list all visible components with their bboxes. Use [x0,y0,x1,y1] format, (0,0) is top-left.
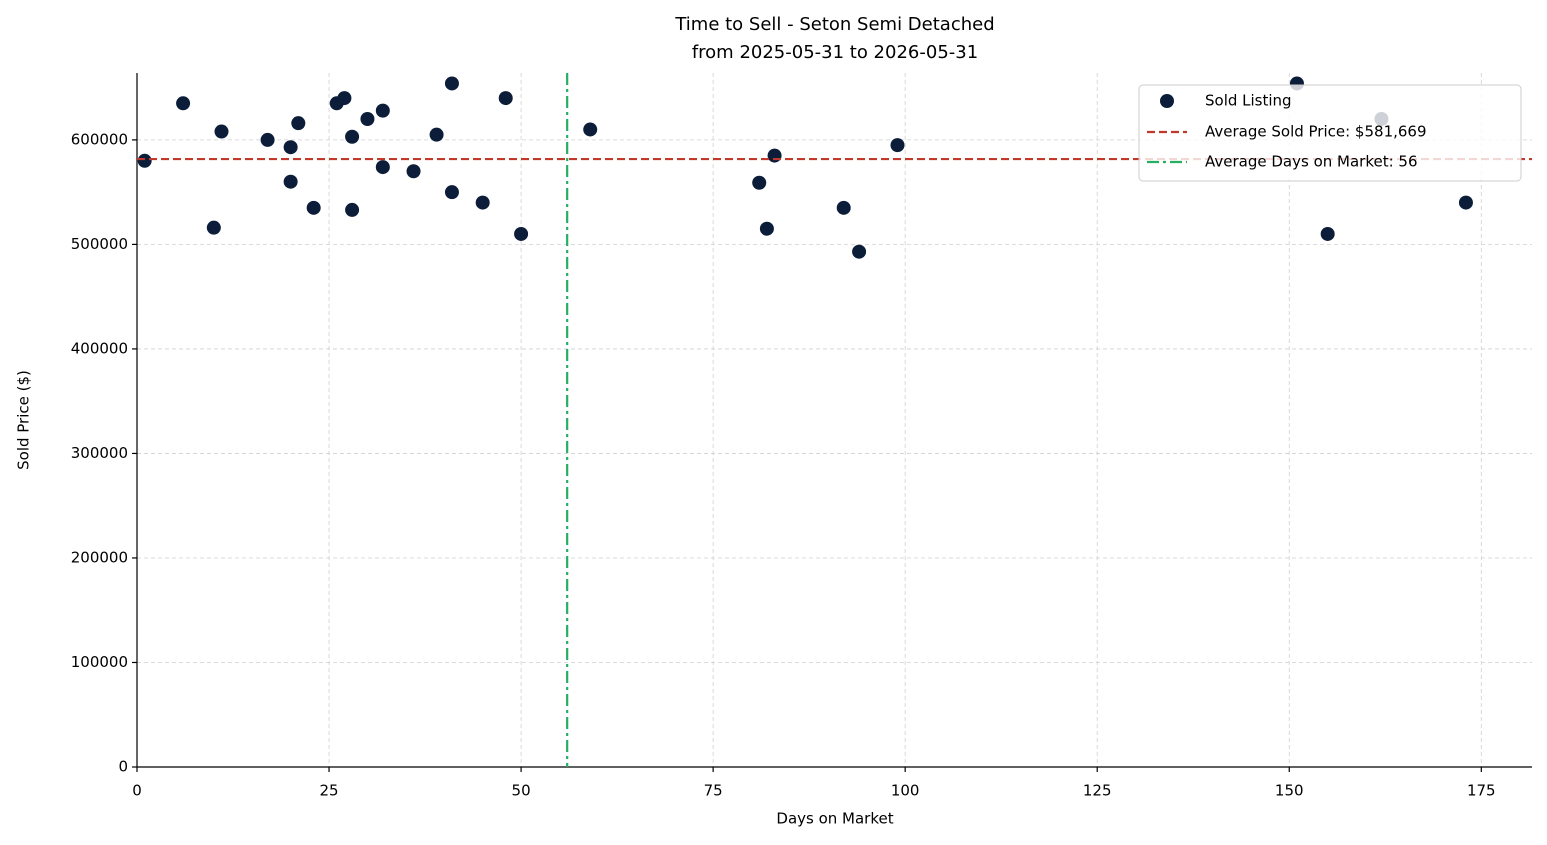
point [176,96,191,111]
x-tick-label: 175 [1467,782,1496,800]
point [306,200,321,215]
legend-label: Sold Listing [1205,92,1292,110]
point [759,221,774,236]
point [206,220,221,235]
point [475,195,490,210]
y-tick-label: 200000 [71,548,128,566]
point [444,76,459,91]
point [345,202,360,217]
point [337,91,352,106]
y-tick-label: 500000 [71,235,128,253]
point [583,122,598,137]
point [514,226,529,241]
point [375,103,390,118]
y-axis-label: Sold Price ($) [15,370,33,470]
y-tick-label: 300000 [71,444,128,462]
chart-title: Time to Sell - Seton Semi Detached [674,14,994,35]
y-tick-label: 100000 [71,653,128,671]
point [1458,195,1473,210]
point [283,140,298,155]
point [767,148,782,163]
legend-box [1138,84,1522,182]
x-tick-label: 125 [1083,782,1112,800]
point [291,116,306,131]
point [429,127,444,142]
point [836,200,851,215]
legend-label: Average Days on Market: 56 [1205,153,1418,171]
point [498,91,513,106]
x-axis-label: Days on Market [776,810,893,828]
x-tick-label: 75 [704,782,723,800]
x-tick-label: 150 [1275,782,1304,800]
point [890,138,905,153]
point [375,160,390,175]
point [345,129,360,144]
y-tick-label: 400000 [71,339,128,357]
x-tick-label: 50 [512,782,531,800]
y-tick-label: 600000 [71,130,128,148]
legend-marker [1160,94,1174,108]
point [852,244,867,259]
point [1320,226,1335,241]
point [444,185,459,200]
point [752,175,767,190]
legend-label: Average Sold Price: $581,669 [1205,123,1427,141]
chart-subtitle: from 2025-05-31 to 2026-05-31 [692,42,978,63]
x-tick-label: 0 [132,782,142,800]
x-tick-label: 25 [319,782,338,800]
point [283,174,298,189]
point [214,124,229,139]
point [406,164,421,179]
point [360,111,375,126]
x-tick-label: 100 [891,782,920,800]
y-tick-label: 0 [118,758,128,776]
point [260,132,275,147]
point [137,153,152,168]
